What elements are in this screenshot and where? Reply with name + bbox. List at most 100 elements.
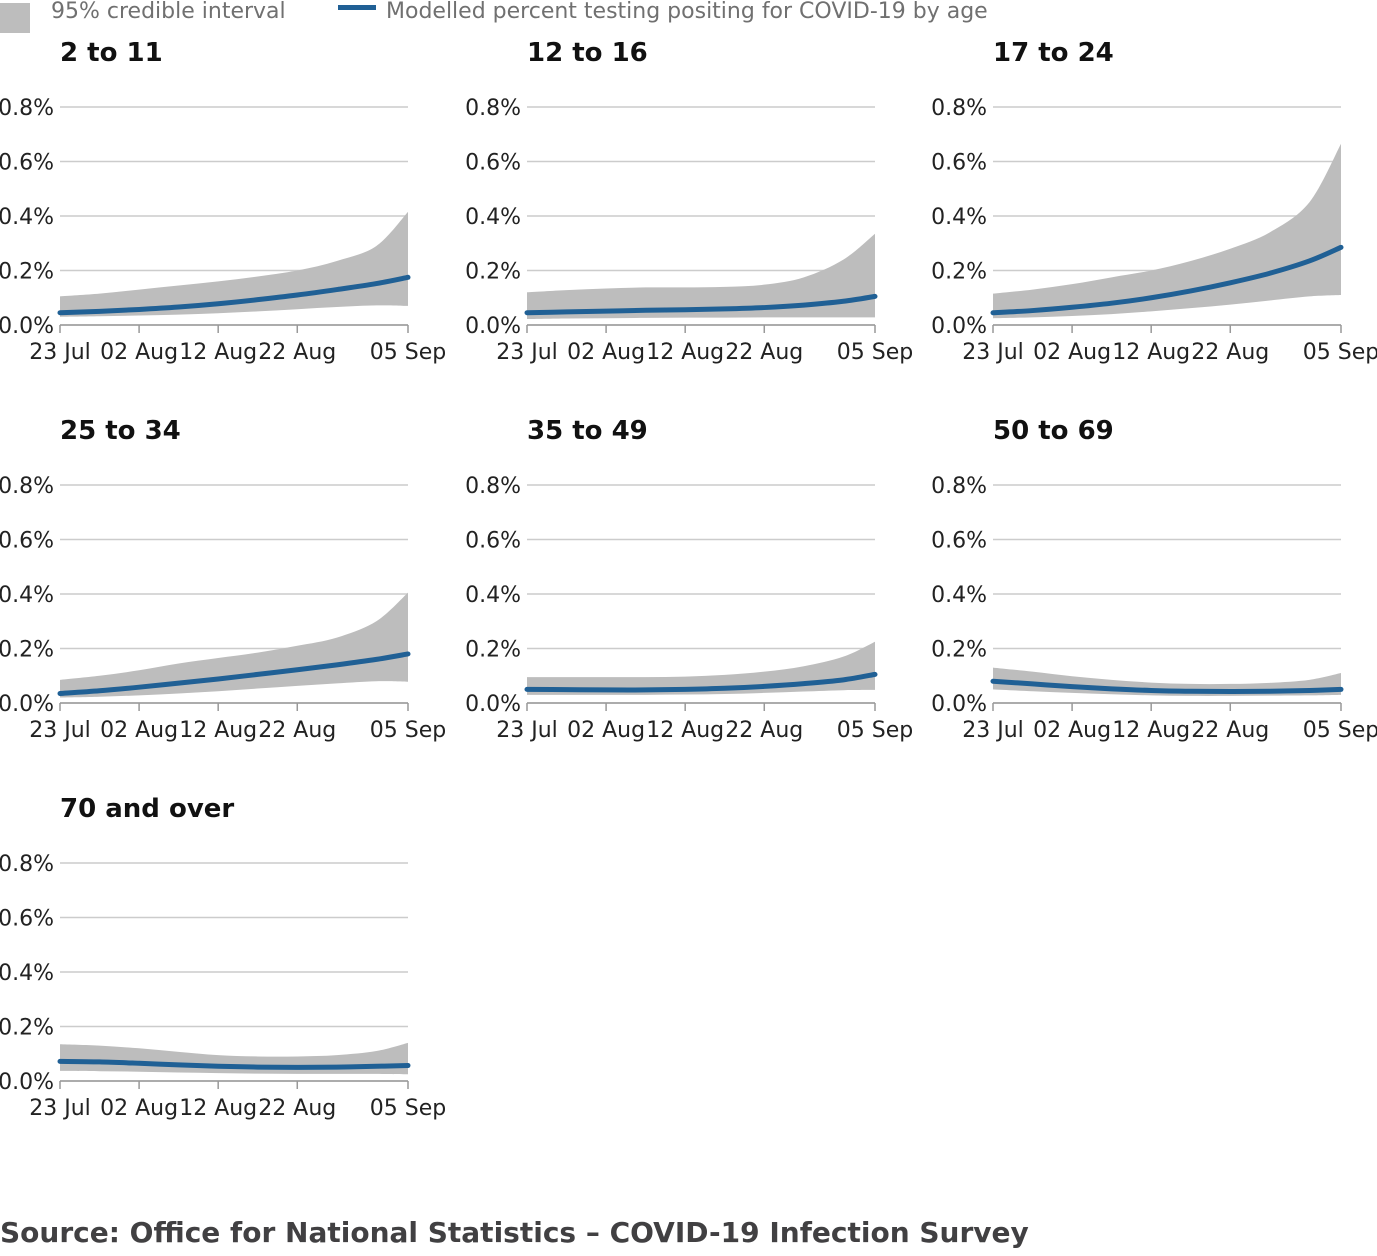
modelled-line-swatch [338,5,376,10]
x-tick-label: 23 Jul [496,340,558,365]
y-tick-label: 0.8% [0,852,54,877]
credible-interval-band [993,143,1341,319]
x-tick-label: 23 Jul [962,340,1024,365]
x-tick-label: 05 Sep [837,340,913,365]
x-tick-label: 12 Aug [179,718,257,743]
x-tick-label: 02 Aug [100,718,178,743]
panel-title: 17 to 24 [993,38,1114,68]
x-tick-label: 02 Aug [567,718,645,743]
y-tick-label: 0.8% [465,96,521,121]
y-tick-label: 0.8% [931,96,987,121]
x-tick-label: 05 Sep [370,718,446,743]
y-tick-label: 0.4% [931,205,987,230]
x-tick-label: 05 Sep [1303,718,1377,743]
legend-band-label: 95% credible interval [51,0,286,24]
y-tick-label: 0.6% [0,529,54,554]
y-tick-label: 0.0% [0,1070,54,1095]
x-tick-label: 22 Aug [725,718,803,743]
y-tick-label: 0.2% [931,260,987,285]
panel-0: 2 to 11 0.0% 0.2% 0.4% 0.6% 0.8% 23 Jul 02 Aug 1… [0,38,446,365]
x-tick-label: 23 Jul [29,1096,91,1121]
y-tick-label: 0.6% [0,907,54,932]
panel-2: 17 to 24 0.0% 0.2% 0.4% 0.6% 0.8% 23 Jul 02 Aug… [931,38,1377,365]
panel-title: 25 to 34 [60,416,181,446]
panel-5: 50 to 69 0.0% 0.2% 0.4% 0.6% 0.8% 23 Jul 02 Aug… [931,416,1377,743]
x-tick-label: 22 Aug [725,340,803,365]
modelled-line [990,244,1344,316]
credible-interval-swatch [0,3,30,33]
y-tick-label: 0.8% [931,474,987,499]
panel-title: 50 to 69 [993,416,1114,446]
modelled-line [57,651,411,696]
x-tick-label: 02 Aug [1033,340,1111,365]
y-tick-label: 0.4% [465,583,521,608]
source-note: Source: Office for National Statistics –… [0,1216,1029,1249]
panel-title: 70 and over [60,794,234,824]
y-tick-label: 0.6% [0,151,54,176]
panel-3: 25 to 34 0.0% 0.2% 0.4% 0.6% 0.8% 23 Jul 02 Aug… [0,416,446,743]
x-tick-label: 05 Sep [1303,340,1377,365]
small-multiples-chart: 2 to 110.0%0.2%0.4%0.6%0.8%23 Jul 02 Aug 1… [0,38,1377,1121]
y-tick-label: 0.6% [465,529,521,554]
y-tick-label: 0.0% [931,314,987,339]
x-tick-label: 12 Aug [179,1096,257,1121]
y-tick-label: 0.2% [931,638,987,663]
panel-title: 2 to 11 [60,38,163,68]
y-tick-label: 0.0% [0,692,54,717]
x-tick-label: 02 Aug [100,1096,178,1121]
y-tick-label: 0.2% [0,260,54,285]
x-tick-label: 22 Aug [258,718,336,743]
x-tick-label: 02 Aug [567,340,645,365]
x-tick-label: 22 Aug [258,1096,336,1121]
y-tick-label: 0.0% [931,692,987,717]
credible-interval-band [527,233,875,320]
panel-6: 70 and over 0.0% 0.2% 0.4% 0.6% 0.8% 23 Jul 02 … [0,794,446,1121]
modelled-line [524,671,878,693]
x-tick-label: 02 Aug [1033,718,1111,743]
modelled-line [57,1058,411,1070]
x-tick-label: 23 Jul [29,718,91,743]
x-tick-label: 22 Aug [1191,718,1269,743]
y-tick-label: 0.6% [931,529,987,554]
y-tick-label: 0.0% [465,314,521,339]
y-tick-label: 0.0% [0,314,54,339]
credible-interval-band [60,1042,408,1075]
panel-title: 35 to 49 [527,416,648,446]
y-tick-label: 0.8% [0,474,54,499]
panel-1: 12 to 16 0.0% 0.2% 0.4% 0.6% 0.8% 23 Jul 02 Aug… [465,38,913,365]
x-tick-label: 23 Jul [962,718,1024,743]
panel-title: 12 to 16 [527,38,648,68]
x-tick-label: 12 Aug [1112,718,1190,743]
y-tick-label: 0.6% [931,151,987,176]
y-tick-label: 0.8% [0,96,54,121]
x-tick-label: 23 Jul [496,718,558,743]
y-tick-label: 0.0% [465,692,521,717]
x-tick-label: 12 Aug [179,340,257,365]
y-tick-label: 0.8% [465,474,521,499]
y-tick-label: 0.6% [465,151,521,176]
x-tick-label: 05 Sep [370,1096,446,1121]
x-tick-label: 02 Aug [100,340,178,365]
modelled-line [524,293,878,316]
x-tick-label: 22 Aug [1191,340,1269,365]
credible-interval-band [60,592,408,698]
x-tick-label: 23 Jul [29,340,91,365]
x-tick-label: 12 Aug [646,718,724,743]
x-tick-label: 12 Aug [1112,340,1190,365]
x-tick-label: 22 Aug [258,340,336,365]
modelled-line [57,274,411,316]
y-tick-label: 0.4% [931,583,987,608]
y-tick-label: 0.4% [465,205,521,230]
y-tick-label: 0.2% [465,638,521,663]
y-tick-label: 0.4% [0,583,54,608]
modelled-line [990,678,1344,695]
x-tick-label: 05 Sep [370,340,446,365]
x-tick-label: 05 Sep [837,718,913,743]
y-tick-label: 0.4% [0,205,54,230]
y-tick-label: 0.2% [465,260,521,285]
y-tick-label: 0.4% [0,961,54,986]
panel-4: 35 to 49 0.0% 0.2% 0.4% 0.6% 0.8% 23 Jul 02 Aug… [465,416,913,743]
y-tick-label: 0.2% [0,1016,54,1041]
legend: 95% credible interval Modelled percent t… [0,0,1377,33]
legend-line-label: Modelled percent testing positing for CO… [386,0,988,24]
